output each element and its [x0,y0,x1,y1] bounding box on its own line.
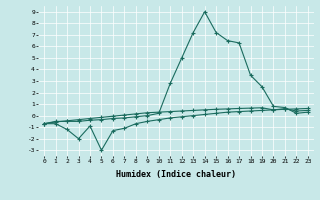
X-axis label: Humidex (Indice chaleur): Humidex (Indice chaleur) [116,170,236,179]
